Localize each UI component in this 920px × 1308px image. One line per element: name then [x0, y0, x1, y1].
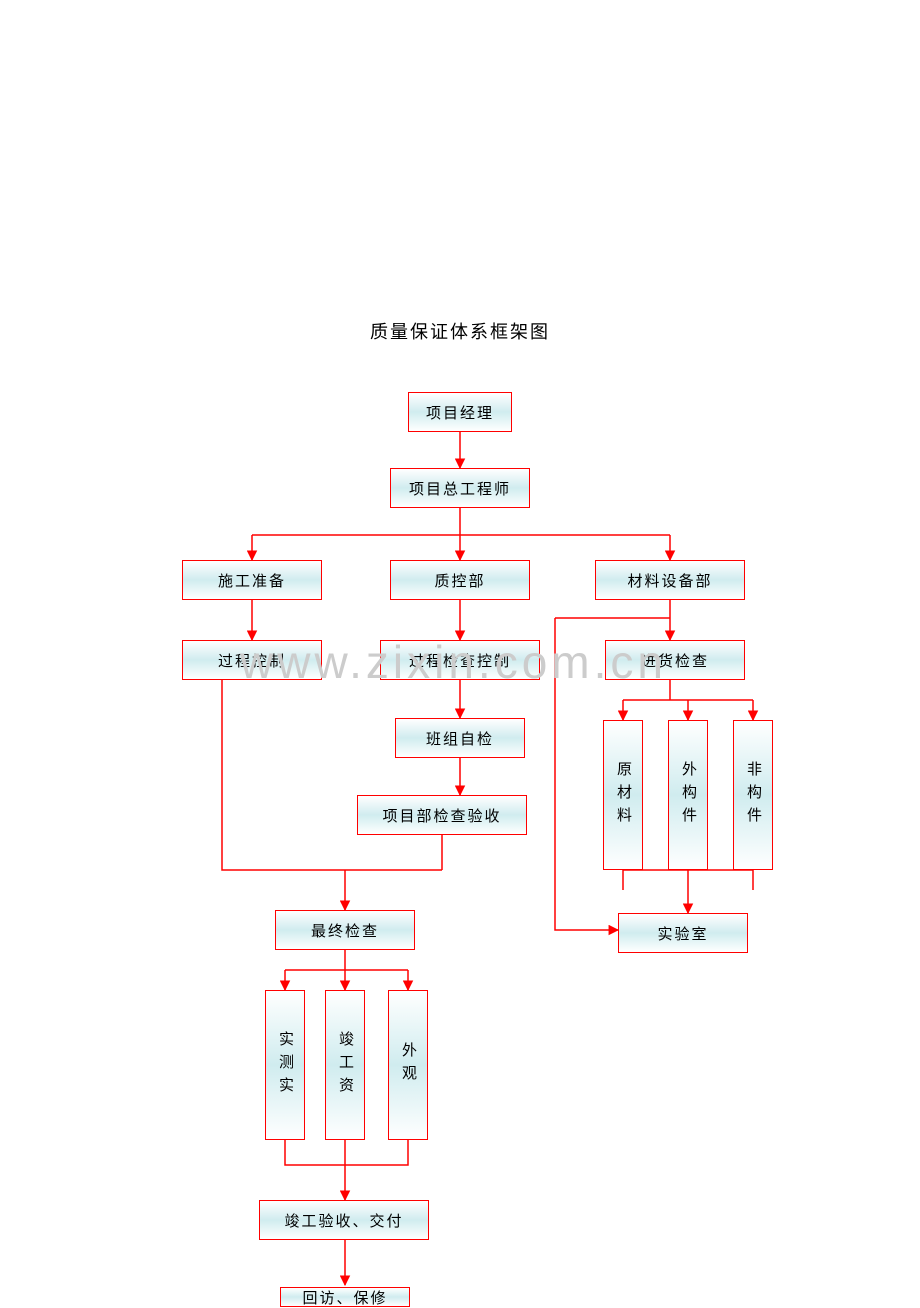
node-n17: 竣工资 — [325, 990, 365, 1140]
node-n7: 过程检查控制 — [380, 640, 540, 680]
diagram-title: 质量保证体系框架图 — [0, 318, 920, 344]
diagram-canvas: 质量保证体系框架图 www.zixin.com.cn 项目经理项目总工程师施工准… — [0, 0, 920, 1302]
node-n11: 原材料 — [603, 720, 643, 870]
node-n15: 实验室 — [618, 913, 748, 953]
node-n13: 非构件 — [733, 720, 773, 870]
node-n14: 最终检查 — [275, 910, 415, 950]
node-n3: 施工准备 — [182, 560, 322, 600]
node-n20: 回访、保修 — [280, 1287, 410, 1307]
node-n5: 材料设备部 — [595, 560, 745, 600]
node-n10: 项目部检查验收 — [357, 795, 527, 835]
node-n18: 外观 — [388, 990, 428, 1140]
node-n4: 质控部 — [390, 560, 530, 600]
node-n16: 实测实 — [265, 990, 305, 1140]
node-n8: 进货检查 — [605, 640, 745, 680]
node-n6: 过程控制 — [182, 640, 322, 680]
node-n19: 竣工验收、交付 — [259, 1200, 429, 1240]
node-n12: 外构件 — [668, 720, 708, 870]
node-n2: 项目总工程师 — [390, 468, 530, 508]
node-n1: 项目经理 — [408, 392, 512, 432]
node-n9: 班组自检 — [395, 718, 525, 758]
